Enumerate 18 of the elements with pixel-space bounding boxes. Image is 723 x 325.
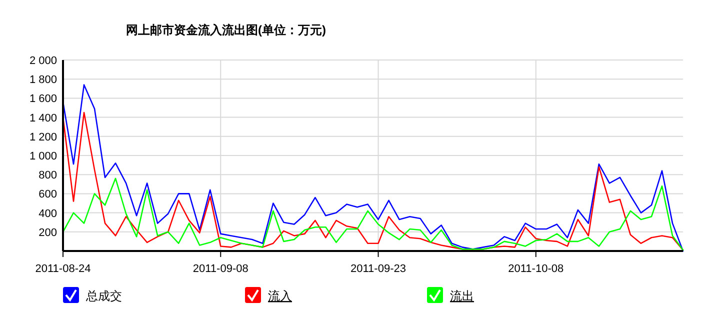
x-tick-label: 2011-09-23 xyxy=(350,263,406,275)
y-tick-label: 200 xyxy=(38,226,57,239)
y-tick-label: 1 000 xyxy=(29,150,57,162)
legend-label: 总成交 xyxy=(85,289,122,303)
y-tick-label: 800 xyxy=(38,170,57,182)
y-tick-label: 400 xyxy=(38,208,57,220)
x-tick-label: 2011-08-24 xyxy=(35,263,91,275)
y-tick-label: 1 800 xyxy=(29,74,57,86)
legend-label: 流入 xyxy=(268,289,292,303)
y-tick-label: 1 200 xyxy=(29,131,57,144)
y-tick-label: 600 xyxy=(38,188,57,201)
y-tick-label: 2 000 xyxy=(29,55,57,67)
y-tick-label: 1 400 xyxy=(29,112,57,124)
x-tick-label: 2011-09-08 xyxy=(192,263,248,275)
y-tick-label: 1 600 xyxy=(29,93,57,106)
chart-title: 网上邮市资金流入流出图(单位：万元) xyxy=(126,23,326,37)
legend-label: 流出 xyxy=(450,289,474,303)
x-tick-label: 2011-10-08 xyxy=(508,263,564,275)
